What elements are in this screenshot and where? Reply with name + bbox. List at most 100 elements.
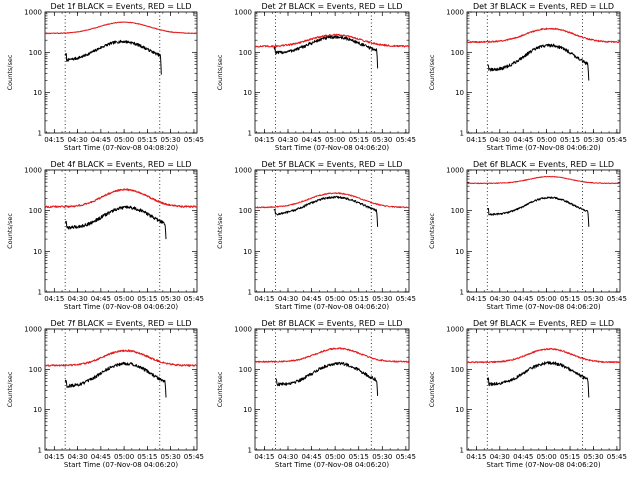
y-tick-label: 1 [460,130,464,138]
y-tick-label: 10 [243,406,252,414]
panel-det-2f: Det 2f BLACK = Events, RED = LLD 1 10 100 10… [216,2,416,152]
panel-det-4f: Det 4f BLACK = Events, RED = LLD 1 10 100 10… [6,160,204,311]
x-tick-label: 05:00 [325,136,345,144]
x-tick-label: 05:00 [537,453,557,461]
events-series-line [65,205,167,240]
y-tick-label: 100 [29,207,42,215]
x-tick-label: 04:15 [44,453,64,461]
panel-det-5f: Det 5f BLACK = Events, RED = LLD 1 10 100 10… [216,160,416,311]
x-tick-label: 05:15 [560,295,580,303]
x-tick-label: 05:00 [325,453,345,461]
y-tick-label: 1000 [446,326,464,334]
lld-series-line [44,188,198,209]
events-series-line [486,43,590,81]
x-tick-label: 04:15 [254,453,274,461]
x-tick-label: 04:45 [513,295,533,303]
x-tick-label: 04:15 [254,295,274,303]
y-tick-label: 100 [29,49,42,57]
y-tick-label: 100 [29,366,42,374]
x-tick-label: 05:15 [560,453,580,461]
x-tick-label: 05:30 [372,136,392,144]
x-tick-label: 05:00 [537,295,557,303]
x-tick-label: 04:15 [254,136,274,144]
x-tick-label: 04:15 [466,453,486,461]
plot-frame [466,328,621,451]
panel-det-6f: Det 6f BLACK = Events, RED = LLD 1 10 100 10… [428,160,627,311]
x-tick-label: 05:30 [583,295,603,303]
x-axis-label: Start Time (07-Nov-08 04:08:20) [64,144,178,152]
x-tick-label: 04:30 [490,295,510,303]
x-tick-label: 05:45 [184,136,204,144]
lld-series-line [44,21,198,35]
x-tick-label: 05:30 [583,136,603,144]
x-tick-label: 05:45 [184,295,204,303]
x-tick-label: 05:15 [560,136,580,144]
x-tick-label: 04:45 [91,453,111,461]
y-axis-label: Counts/sec [6,371,14,407]
y-tick-label: 10 [33,89,42,97]
y-tick-label: 10 [33,406,42,414]
x-tick-label: 05:00 [114,295,134,303]
x-tick-label: 04:30 [490,136,510,144]
x-tick-label: 05:45 [396,295,416,303]
y-tick-label: 1 [248,289,252,297]
x-tick-label: 05:45 [396,136,416,144]
y-tick-label: 1000 [234,9,252,17]
x-tick-label: 05:45 [607,136,627,144]
plot-title: Det 6f BLACK = Events, RED = LLD [473,160,614,169]
x-tick-label: 04:45 [91,136,111,144]
x-tick-label: 05:00 [114,136,134,144]
x-tick-label: 04:30 [278,295,298,303]
y-axis-label: Counts/sec [428,371,436,407]
panel-det-7f: Det 7f BLACK = Events, RED = LLD 1 10 100 10… [6,319,204,469]
lld-series-line [44,349,198,367]
x-axis-label: Start Time (07-Nov-08 04:06:20) [275,303,389,311]
y-tick-label: 1 [248,447,252,455]
x-tick-label: 04:45 [301,453,321,461]
lld-series-line [254,33,410,48]
y-tick-label: 100 [239,49,252,57]
panel-det-3f: Det 3f BLACK = Events, RED = LLD 1 10 100 10… [428,2,627,152]
x-tick-label: 04:30 [490,453,510,461]
events-series-line [273,195,379,227]
x-tick-label: 05:00 [325,295,345,303]
x-tick-label: 05:15 [137,453,157,461]
x-tick-label: 04:15 [466,136,486,144]
plot-frame [254,328,410,451]
x-tick-label: 05:15 [349,136,369,144]
y-axis-label: Counts/sec [428,213,436,249]
y-tick-label: 1 [38,447,42,455]
y-tick-label: 10 [455,406,464,414]
y-tick-label: 1 [38,130,42,138]
x-tick-label: 05:45 [607,295,627,303]
y-tick-label: 100 [451,207,464,215]
plot-title: Det 1f BLACK = Events, RED = LLD [50,2,191,11]
x-tick-label: 04:30 [67,136,87,144]
x-tick-label: 04:45 [91,295,111,303]
y-axis-label: Counts/sec [6,213,14,249]
x-tick-label: 05:15 [137,295,157,303]
x-tick-label: 05:15 [349,295,369,303]
y-tick-label: 1000 [24,9,42,17]
panel-det-1f: Det 1f BLACK = Events, RED = LLD 1 10 100 10… [6,2,204,152]
events-series-line [275,361,379,396]
y-tick-label: 1000 [24,326,42,334]
x-tick-label: 04:30 [278,136,298,144]
x-tick-label: 05:45 [184,453,204,461]
y-tick-label: 1000 [446,167,464,175]
plot-frame [44,169,198,293]
x-tick-label: 04:15 [44,295,64,303]
x-tick-label: 05:30 [583,453,603,461]
plot-title: Det 7f BLACK = Events, RED = LLD [50,319,191,328]
x-tick-label: 04:45 [513,136,533,144]
x-tick-label: 05:15 [137,136,157,144]
y-axis-label: Counts/sec [428,54,436,90]
x-tick-label: 04:30 [278,453,298,461]
x-tick-label: 04:15 [466,295,486,303]
plot-title: Det 5f BLACK = Events, RED = LLD [261,160,402,169]
plot-frame [466,169,621,293]
plot-frame [254,11,410,134]
lld-series-line [466,27,621,44]
lld-series-line [254,347,410,363]
events-series-line [486,196,590,227]
